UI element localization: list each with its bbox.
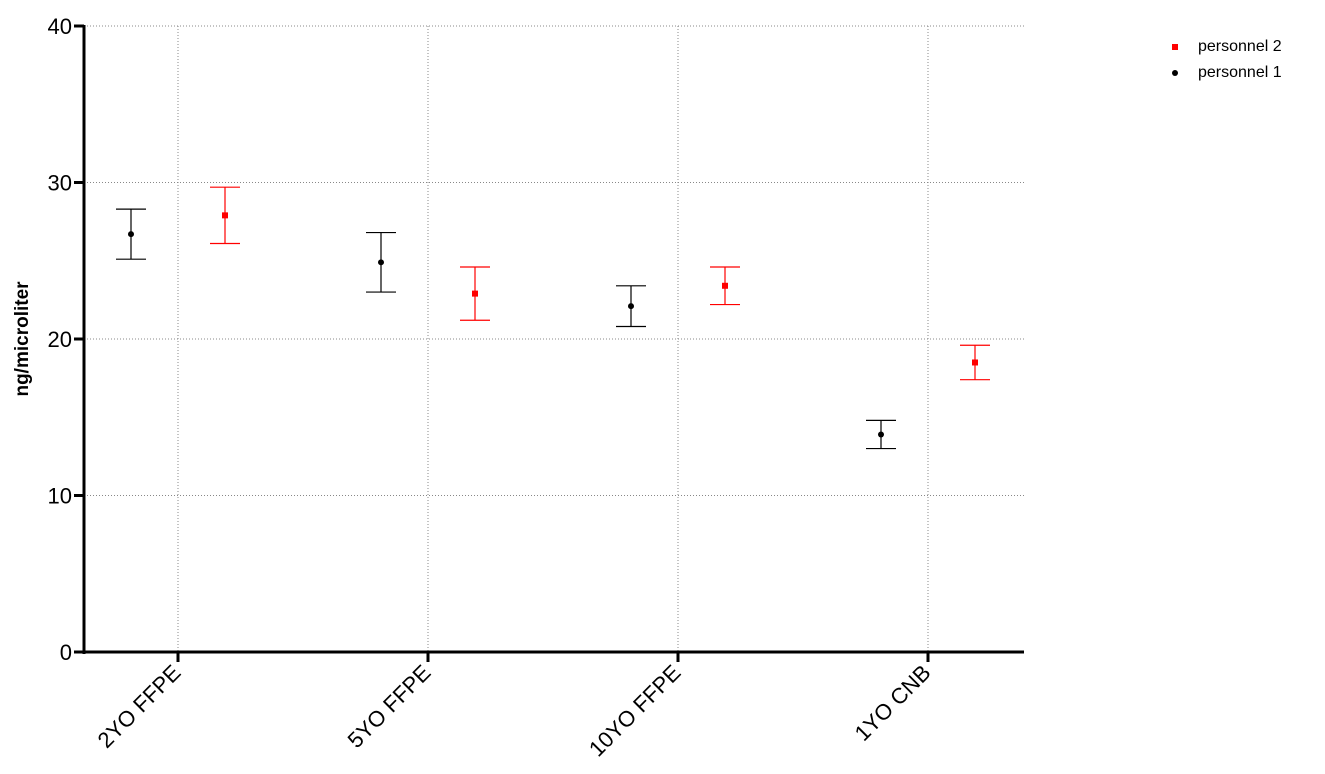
data-point bbox=[972, 359, 978, 366]
data-point bbox=[722, 282, 728, 289]
x-tick-label: 10YO FFPE bbox=[584, 660, 686, 762]
legend-item-personnel-2: personnel 2 bbox=[1160, 34, 1282, 60]
legend-marker-circle-icon bbox=[1160, 68, 1190, 78]
y-tick-label: 10 bbox=[48, 484, 72, 509]
y-axis-title: ng/microliter bbox=[12, 281, 33, 397]
data-point bbox=[128, 231, 134, 238]
legend-label: personnel 1 bbox=[1198, 64, 1282, 81]
data-point bbox=[472, 290, 478, 297]
legend-label: personnel 2 bbox=[1198, 38, 1282, 55]
y-tick-label: 30 bbox=[48, 171, 72, 196]
legend-item-personnel-1: personnel 1 bbox=[1160, 60, 1282, 86]
legend-marker-square-icon bbox=[1160, 42, 1190, 52]
x-tick-label: 5YO FFPE bbox=[343, 660, 436, 753]
data-point bbox=[222, 212, 228, 219]
x-tick-label: 1YO CNB bbox=[850, 660, 936, 746]
y-tick-label: 40 bbox=[48, 14, 72, 39]
data-point bbox=[378, 259, 384, 266]
data-point bbox=[628, 303, 634, 310]
legend: personnel 2 personnel 1 bbox=[1160, 34, 1282, 86]
y-tick-label: 0 bbox=[60, 640, 72, 665]
data-point bbox=[878, 431, 884, 438]
y-tick-label: 20 bbox=[48, 327, 72, 352]
x-tick-label: 2YO FFPE bbox=[93, 660, 186, 753]
